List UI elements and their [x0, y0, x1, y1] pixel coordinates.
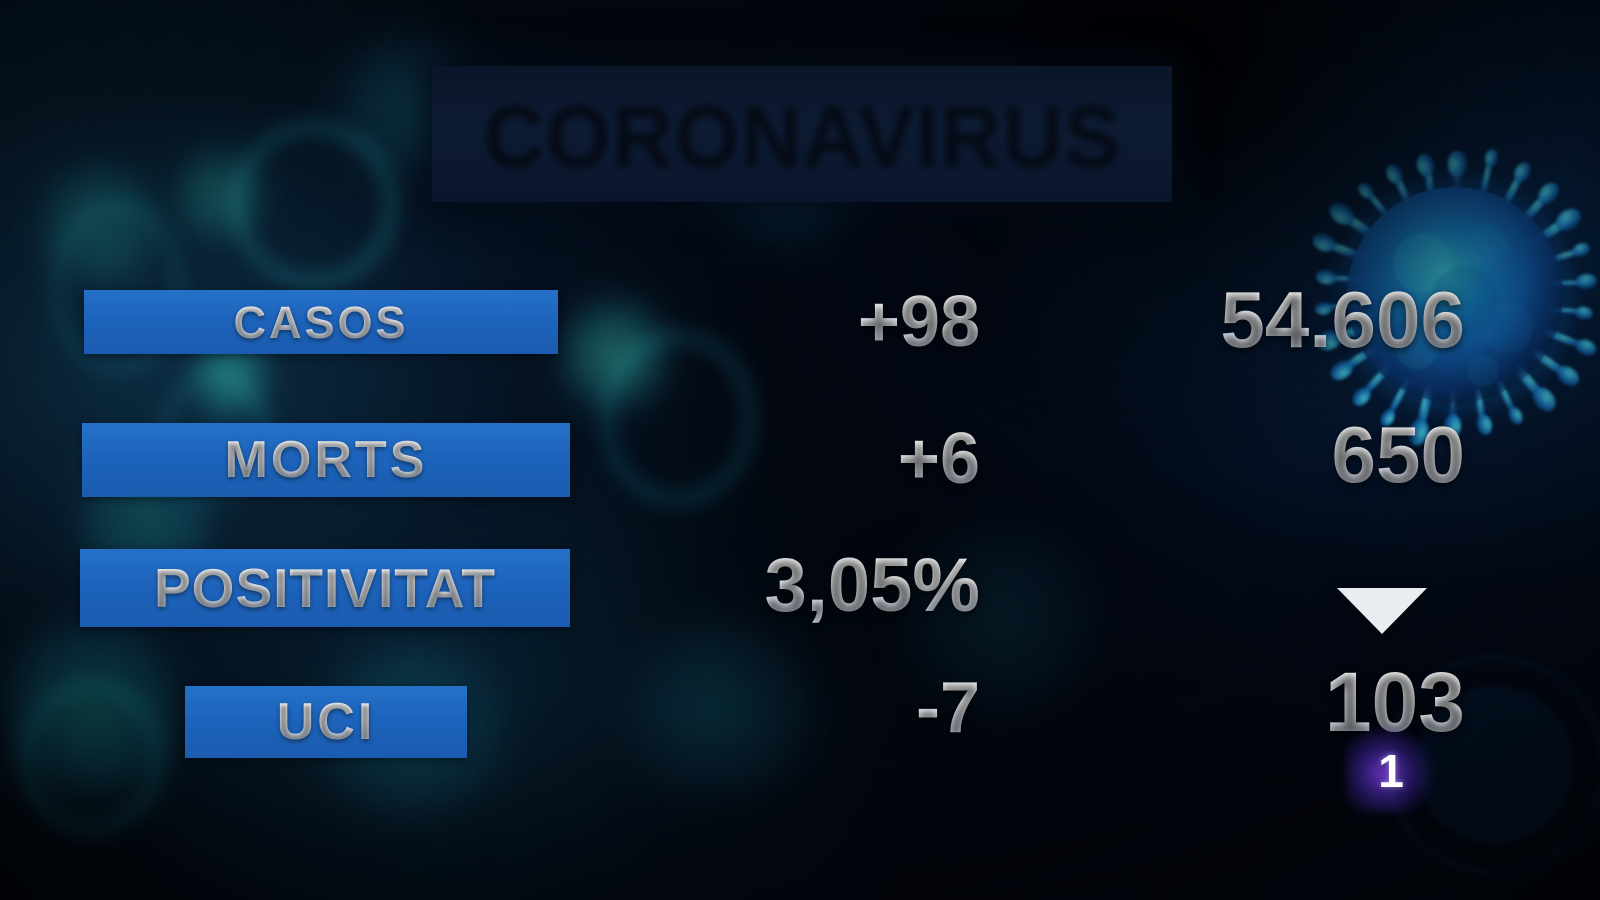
stat-total-morts: 650 [1080, 415, 1465, 495]
stat-label-bar-positivitat: POSITIVITAT [80, 549, 570, 627]
channel-logo: 1 [1346, 726, 1432, 812]
stat-delta-uci: -7 [680, 672, 980, 744]
stat-delta-morts: +6 [680, 423, 980, 495]
triangle-down-icon [1337, 588, 1427, 634]
stat-delta-positivitat: 3,05% [620, 548, 981, 624]
stat-label-bar-morts: MORTS [82, 423, 570, 497]
channel-logo-glow [1346, 726, 1432, 812]
stat-label-bar-uci: UCI [185, 686, 467, 758]
stat-label-positivitat: POSITIVITAT [153, 556, 497, 619]
page-title-text: CORONAVIRUS [483, 84, 1121, 183]
stat-delta-casos: +98 [680, 286, 980, 358]
title-banner: CORONAVIRUS [432, 66, 1172, 202]
stat-label-morts: MORTS [224, 431, 428, 489]
stat-label-casos: CASOS [233, 296, 409, 348]
channel-logo-number: 1 [1378, 745, 1404, 797]
stat-total-casos: 54.606 [1080, 280, 1465, 360]
stat-label-bar-casos: CASOS [84, 290, 558, 354]
page-title: CORONAVIRUS [432, 90, 1172, 178]
stat-label-uci: UCI [276, 693, 376, 751]
